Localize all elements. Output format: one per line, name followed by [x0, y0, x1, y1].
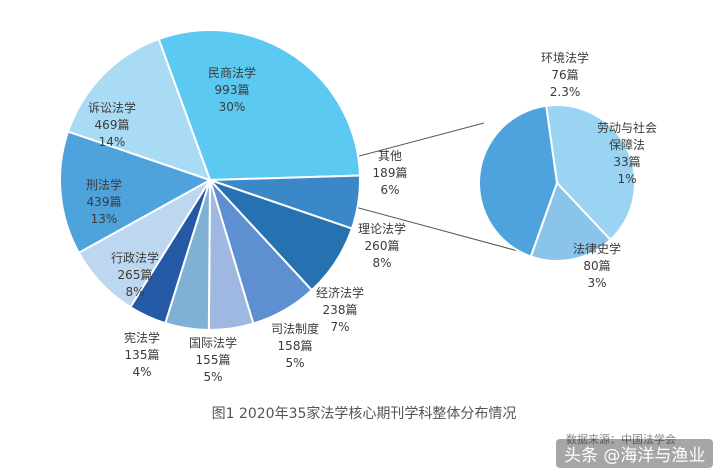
- sub-slice-2: [478, 104, 559, 258]
- connector-lines: [347, 122, 519, 252]
- main-label-9: 诉讼法学 469篇 14%: [88, 100, 136, 149]
- data-source-note: 数据来源：中国法学会: [566, 433, 676, 446]
- main-label-2: 理论法学 260篇 8%: [358, 221, 406, 270]
- sub-label-0: 环境法学 76篇 2.3%: [541, 50, 589, 99]
- secondary-pie: [478, 104, 636, 262]
- sub-slice-0: [545, 104, 636, 242]
- main-label-7: 行政法学 265篇 8%: [111, 250, 159, 299]
- main-label-1: 其他 189篇 6%: [373, 149, 408, 197]
- sub-label-2: 法律史学 80篇 3%: [573, 241, 621, 290]
- main-slice-9: [66, 37, 212, 182]
- watermark: 头条 @海洋与渔业: [556, 439, 714, 468]
- connector-line-bottom: [354, 206, 519, 252]
- slice-labels: 民商法学 993篇 30% 其他 189篇 6% 理论法学 260篇 8% 经济法学 238篇 7%司…: [86, 50, 657, 384]
- main-slice-0: [157, 29, 361, 182]
- main-label-4: 司法制度 158篇 5%: [271, 321, 319, 370]
- main-label-3: 经济法学 238篇 7%: [316, 285, 364, 334]
- main-pie: [59, 29, 361, 332]
- main-label-6: 宪法学 135篇 4%: [124, 330, 160, 379]
- main-slice-8: [59, 130, 213, 255]
- main-label-0: 民商法学 993篇 30%: [208, 65, 256, 114]
- connector-line-top: [347, 122, 485, 160]
- main-label-8: 刑法学 439篇 13%: [86, 177, 122, 226]
- chart-caption: 图1 2020年35家法学核心期刊学科整体分布情况: [211, 406, 517, 422]
- main-label-5: 国际法学 155篇 5%: [189, 335, 237, 384]
- sub-label-1: 劳动与社会保障法 33篇 1%: [597, 120, 657, 186]
